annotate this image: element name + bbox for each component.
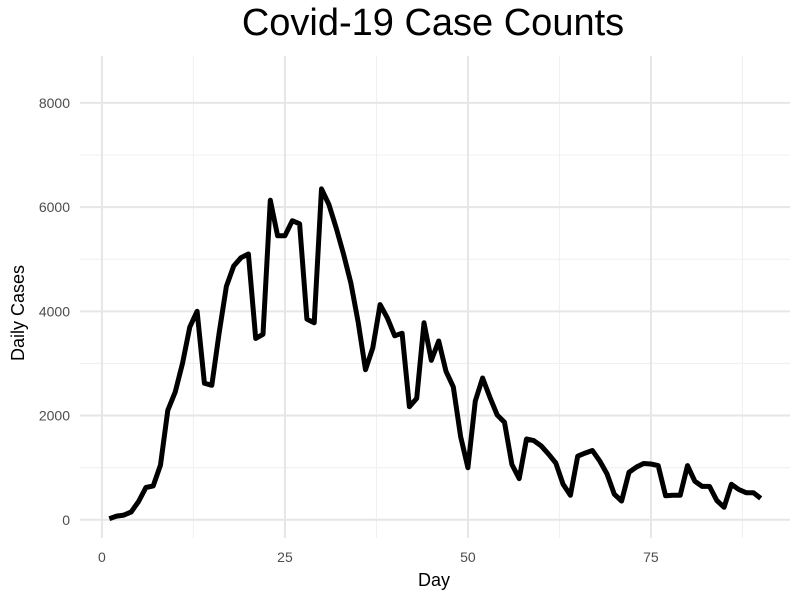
series-layer (108, 186, 763, 522)
x-tick-label: 50 (460, 549, 476, 565)
y-tick-label: 8000 (39, 95, 70, 111)
grid (80, 56, 790, 538)
chart-title: Covid-19 Case Counts (241, 2, 625, 44)
x-tick-label: 0 (98, 549, 106, 565)
y-tick-label: 0 (62, 512, 70, 528)
y-tick-label: 6000 (39, 199, 70, 215)
x-tick-label: 25 (277, 549, 293, 565)
x-axis-label: Day (418, 570, 450, 590)
tick-labels: 0 25 50 75 0 2000 4000 6000 8000 (39, 95, 659, 565)
y-axis-label: Daily Cases (8, 265, 28, 361)
y-tick-label: 4000 (39, 303, 70, 319)
x-tick-label: 75 (643, 549, 659, 565)
series-line (108, 186, 763, 522)
y-tick-label: 2000 (39, 408, 70, 424)
